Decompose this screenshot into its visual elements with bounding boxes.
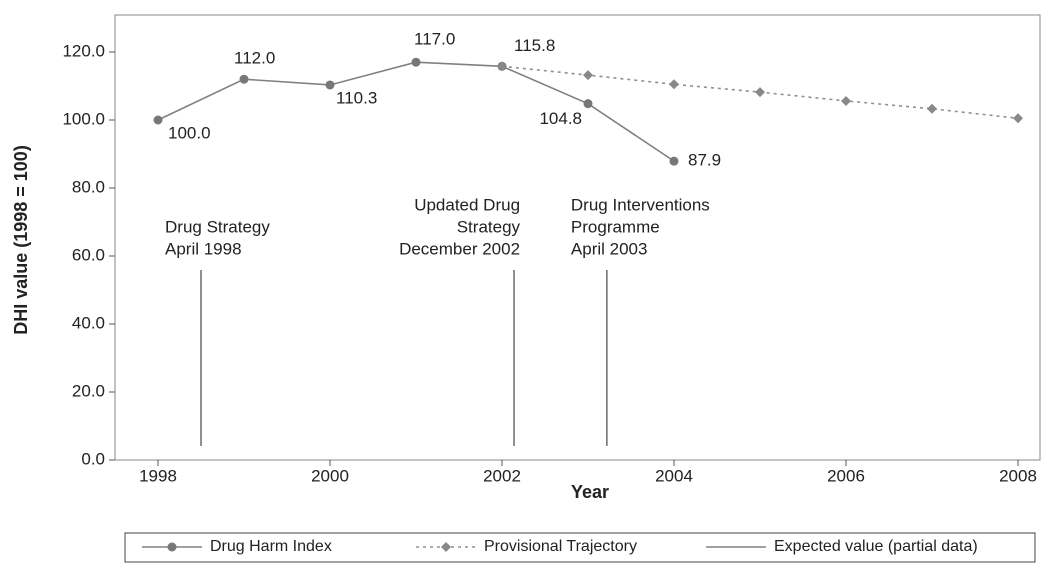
x-tick-label: 2000 xyxy=(311,466,349,485)
point xyxy=(669,156,679,166)
legend-marker xyxy=(441,542,451,552)
point xyxy=(153,115,163,125)
point xyxy=(755,87,765,98)
y-axis-title: DHI value (1998 = 100) xyxy=(11,145,31,335)
y-tick-label: 20.0 xyxy=(72,381,105,400)
annotation-text: Drug Strategy xyxy=(165,217,270,236)
data-label: 87.9 xyxy=(688,151,721,170)
plot-frame xyxy=(114,14,1041,461)
data-label: 117.0 xyxy=(414,30,455,49)
point xyxy=(669,79,679,90)
y-tick-label: 80.0 xyxy=(72,177,105,196)
data-label: 112.0 xyxy=(234,49,275,68)
x-tick-label: 2004 xyxy=(655,466,693,485)
legend-label: Expected value (partial data) xyxy=(774,538,978,555)
point xyxy=(497,61,507,72)
data-label: 110.3 xyxy=(336,88,377,107)
point xyxy=(841,95,851,106)
point xyxy=(411,57,421,67)
y-tick-label: 0.0 xyxy=(81,449,105,468)
data-label: 115.8 xyxy=(514,36,555,55)
annotation-text: April 2003 xyxy=(571,239,648,258)
data-label: 104.8 xyxy=(539,109,582,128)
annotation-text: Strategy xyxy=(457,217,521,236)
x-tick-label: 2008 xyxy=(999,466,1037,485)
annotation-text: December 2002 xyxy=(399,239,520,258)
legend-label: Provisional Trajectory xyxy=(484,538,637,555)
data-label: 100.0 xyxy=(168,123,211,142)
y-tick-label: 40.0 xyxy=(72,313,105,332)
y-tick-label: 60.0 xyxy=(72,245,105,264)
point xyxy=(325,80,335,90)
point xyxy=(583,99,593,109)
legend-label: Drug Harm Index xyxy=(210,538,332,555)
annotation-text: Programme xyxy=(571,217,660,236)
point xyxy=(239,74,249,84)
x-tick-label: 1998 xyxy=(139,466,177,485)
x-axis-title: Year xyxy=(571,482,609,502)
x-tick-label: 2006 xyxy=(827,466,865,485)
point xyxy=(1013,113,1023,124)
x-tick-label: 2002 xyxy=(483,466,521,485)
annotation-text: Drug Interventions xyxy=(571,195,710,214)
point xyxy=(583,70,593,81)
legend-marker xyxy=(167,542,177,552)
annotation-text: Updated Drug xyxy=(414,195,520,214)
point xyxy=(927,103,937,114)
y-tick-label: 100.0 xyxy=(62,109,105,128)
legend-box xyxy=(124,532,1036,563)
annotation-text: April 1998 xyxy=(165,239,242,258)
series-line xyxy=(157,61,675,162)
y-tick-label: 120.0 xyxy=(62,41,105,60)
